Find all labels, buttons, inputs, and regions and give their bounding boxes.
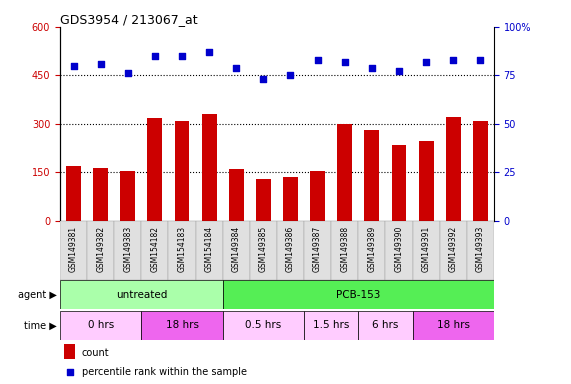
Text: 0 hrs: 0 hrs	[87, 320, 114, 331]
Text: GSM149390: GSM149390	[395, 225, 404, 272]
Text: GSM149389: GSM149389	[367, 225, 376, 272]
Text: 18 hrs: 18 hrs	[437, 320, 470, 331]
Bar	[147, 118, 162, 221]
Bar	[337, 124, 352, 221]
Bar	[256, 179, 271, 221]
Point	[69, 63, 78, 69]
Bar	[467, 221, 494, 280]
Bar	[440, 221, 467, 280]
Text: 18 hrs: 18 hrs	[166, 320, 199, 331]
Bar	[60, 280, 223, 309]
Text: 6 hrs: 6 hrs	[372, 320, 399, 331]
Bar	[412, 311, 494, 340]
Text: GSM154183: GSM154183	[178, 225, 187, 272]
Bar	[223, 221, 250, 280]
Bar	[223, 280, 494, 309]
Text: GDS3954 / 213067_at: GDS3954 / 213067_at	[60, 13, 198, 26]
Bar	[229, 169, 244, 221]
Text: GSM149386: GSM149386	[286, 225, 295, 272]
Bar	[283, 177, 298, 221]
Point	[421, 59, 431, 65]
Text: GSM154182: GSM154182	[150, 225, 159, 271]
Bar	[304, 311, 359, 340]
Bar	[60, 311, 142, 340]
Bar	[60, 221, 87, 280]
Point	[395, 68, 404, 74]
Bar	[392, 145, 407, 221]
Bar	[359, 221, 385, 280]
Text: GSM149382: GSM149382	[96, 225, 105, 272]
Text: 1.5 hrs: 1.5 hrs	[313, 320, 349, 331]
Bar	[202, 114, 216, 221]
Text: time ▶: time ▶	[25, 320, 57, 331]
Bar	[419, 141, 433, 221]
Bar	[446, 118, 461, 221]
Bar	[87, 221, 114, 280]
Bar	[142, 221, 168, 280]
Text: GSM149391: GSM149391	[421, 225, 431, 272]
Bar	[310, 171, 325, 221]
Point	[259, 76, 268, 82]
Bar	[168, 221, 195, 280]
Point	[359, 281, 368, 287]
Point	[449, 57, 458, 63]
Bar	[331, 221, 359, 280]
Bar	[473, 121, 488, 221]
Text: GSM154184: GSM154184	[204, 225, 214, 272]
Bar	[65, 344, 75, 359]
Bar	[359, 311, 412, 340]
Text: count: count	[82, 348, 109, 358]
Text: GSM149385: GSM149385	[259, 225, 268, 272]
Bar	[66, 166, 81, 221]
Text: percentile rank within the sample: percentile rank within the sample	[82, 367, 247, 377]
Point	[476, 57, 485, 63]
Bar	[250, 221, 277, 280]
Bar	[120, 171, 135, 221]
Point	[178, 53, 187, 59]
Text: GSM149381: GSM149381	[69, 225, 78, 272]
Bar	[142, 311, 223, 340]
Point	[150, 53, 159, 59]
Bar	[175, 121, 190, 221]
Text: GSM149393: GSM149393	[476, 225, 485, 272]
Bar	[93, 169, 108, 221]
Point	[123, 70, 132, 76]
Text: untreated: untreated	[116, 290, 167, 300]
Bar	[195, 221, 223, 280]
Text: PCB-153: PCB-153	[336, 290, 380, 300]
Bar	[412, 221, 440, 280]
Bar	[385, 221, 413, 280]
Bar	[304, 221, 331, 280]
Point	[367, 65, 376, 71]
Point	[204, 49, 214, 55]
Text: 0.5 hrs: 0.5 hrs	[246, 320, 282, 331]
Text: agent ▶: agent ▶	[18, 290, 57, 300]
Point	[340, 59, 349, 65]
Text: GSM149387: GSM149387	[313, 225, 322, 272]
Point	[313, 57, 322, 63]
Bar	[277, 221, 304, 280]
Text: GSM149383: GSM149383	[123, 225, 132, 272]
Point	[286, 72, 295, 78]
Text: GSM149384: GSM149384	[232, 225, 241, 272]
Bar	[364, 130, 379, 221]
Bar	[223, 311, 304, 340]
Text: GSM149388: GSM149388	[340, 225, 349, 272]
Point	[96, 61, 105, 67]
Bar	[114, 221, 142, 280]
Point	[232, 65, 241, 71]
Text: GSM149392: GSM149392	[449, 225, 458, 272]
